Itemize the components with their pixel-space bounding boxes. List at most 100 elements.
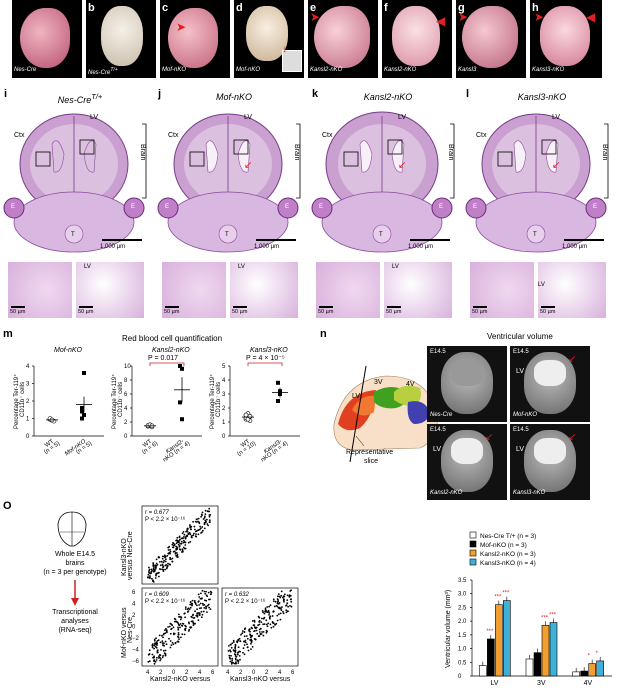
photo-e: ➤ Kansl2-nKO <box>308 0 378 78</box>
scatter-point <box>276 619 279 622</box>
scatter-point <box>238 655 241 657</box>
scatter-point <box>203 604 206 606</box>
scatter-point <box>163 652 166 654</box>
scatter-point <box>154 577 157 579</box>
inset-lv-label: LV <box>392 264 399 270</box>
scatter-point <box>164 632 167 634</box>
scatter-point <box>272 622 275 625</box>
correlation-p: P < 2.2 × 10⁻¹⁶ <box>145 598 186 605</box>
scatter-point <box>207 510 210 513</box>
scatter-point <box>191 604 193 607</box>
scatter-point <box>267 609 270 612</box>
data-point <box>180 366 184 371</box>
scatter-point <box>148 660 151 663</box>
scatter-point <box>197 529 199 532</box>
scale-bar-label: 1,000 µm <box>408 244 434 250</box>
scatter-point <box>203 516 206 519</box>
scatter-point <box>179 542 181 545</box>
arrow-icon: ↙ <box>244 160 252 171</box>
scatter-point <box>186 608 189 610</box>
inset-lv-label: LV <box>84 264 91 270</box>
scatter-point <box>173 617 176 620</box>
scatter-point <box>280 590 283 593</box>
scatter-point <box>230 643 232 646</box>
scatter-point <box>186 535 189 537</box>
scatter-point <box>271 621 274 623</box>
scatter-point <box>167 626 169 628</box>
scatter-point <box>168 625 171 628</box>
label-e: E <box>439 204 444 210</box>
scatter-point <box>248 628 251 631</box>
scatter-point <box>183 536 185 538</box>
photo-a: Nes-Cre <box>12 0 82 78</box>
y-tick-label: 2 <box>124 420 128 426</box>
scatter-point <box>190 525 193 528</box>
scatter-point <box>189 603 192 606</box>
label-3v: 3V <box>374 379 383 386</box>
label-ctx: Ctx <box>168 132 179 139</box>
scatter-point <box>169 632 172 635</box>
scatter-point <box>289 598 292 601</box>
scatter-point <box>155 562 158 565</box>
scatter-point <box>161 557 164 560</box>
scatter-point <box>277 593 280 595</box>
data-point <box>80 406 84 410</box>
mri-image: E14.5 LV ↙ Mof-nKO <box>510 346 590 422</box>
label-brain: Brain <box>139 144 146 161</box>
scatter-point <box>167 552 170 555</box>
scatter-point <box>262 623 264 626</box>
y-tick-label: 3.5 <box>458 578 467 584</box>
scatter-point <box>147 576 149 578</box>
scatter-point <box>192 624 195 626</box>
scatter-point <box>158 575 160 578</box>
scatter-point <box>200 532 202 534</box>
scatter-point <box>159 641 162 644</box>
p-value: P = 4 × 10⁻⁵ <box>246 355 285 362</box>
scatter-point <box>159 564 162 567</box>
label-ctx: Ctx <box>322 132 333 139</box>
histo-title: Mof-nKO <box>215 92 252 102</box>
scatter-point <box>169 558 171 561</box>
significance-star: * <box>596 651 599 657</box>
panel-letter-j: j <box>158 88 162 100</box>
legend-swatch <box>469 540 477 548</box>
bar <box>525 658 534 677</box>
scatter-point <box>192 520 194 523</box>
scatter-point <box>177 628 180 630</box>
photo-caption-sup: T/+ <box>110 67 118 73</box>
scatter-point <box>209 521 211 523</box>
scatter-point <box>152 659 155 662</box>
scatter-point <box>208 507 211 510</box>
x-label: WT <box>44 439 55 449</box>
label-slice: slice <box>364 458 378 465</box>
scatter-point <box>278 613 280 615</box>
scatter-point <box>170 627 173 630</box>
brain-label-3: (n = 3 per genotype) <box>43 569 107 576</box>
scatter-point <box>157 556 160 558</box>
scatter-point <box>191 620 194 623</box>
scatter-point <box>198 596 201 598</box>
scatter-point <box>157 651 159 654</box>
inset-image: LV 50 µm <box>230 262 298 318</box>
scatter-point <box>161 644 164 646</box>
scatter-point <box>176 554 179 556</box>
x-label: WT <box>240 439 251 449</box>
significance-star: *** <box>494 595 502 601</box>
scatter-point <box>282 595 285 598</box>
scatter-point <box>194 530 197 533</box>
scatter-point <box>196 613 198 615</box>
scatter-point <box>172 542 174 544</box>
mri-caption: Mof-nKO <box>513 412 538 418</box>
scatter-point <box>205 521 207 523</box>
photo-g: ➤ Kansl3 <box>456 0 526 78</box>
data-point <box>276 380 280 385</box>
scatter-point <box>210 593 212 595</box>
inset-image: 50 µm <box>162 262 226 318</box>
scatter-point <box>176 640 179 643</box>
scatter-point <box>236 653 239 656</box>
bar <box>495 604 503 677</box>
mri-image: E14.5 Nes-Cre <box>427 346 507 422</box>
scatter-point <box>264 607 267 610</box>
scatter-point <box>202 529 204 532</box>
scatter-point <box>268 616 271 619</box>
